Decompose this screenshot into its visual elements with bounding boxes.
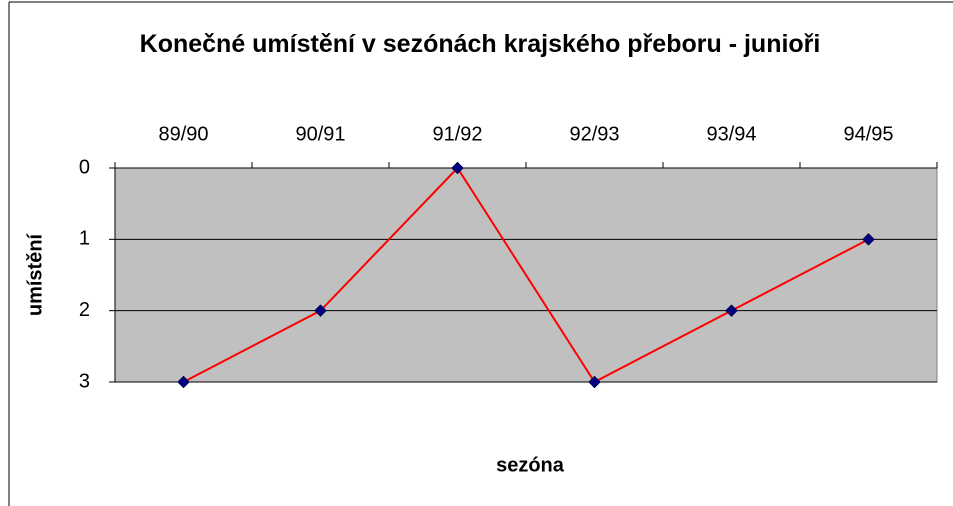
x-tick-label: 89/90 (158, 123, 208, 145)
x-axis-title: sezóna (496, 454, 565, 476)
y-tick-label: 0 (79, 156, 90, 178)
data-point (588, 375, 601, 389)
data-point (451, 161, 464, 175)
y-axis-title: umístění (24, 232, 46, 316)
x-tick-label: 94/95 (843, 123, 893, 145)
y-tick-label: 3 (79, 370, 90, 392)
chart-title: Konečné umístění v sezónách krajského př… (139, 30, 821, 58)
data-point (862, 232, 875, 246)
x-tick-label: 93/94 (706, 123, 756, 145)
data-point (177, 375, 190, 389)
x-tick-label: 92/93 (569, 123, 619, 145)
y-tick-label: 2 (79, 299, 90, 321)
x-tick-label: 90/91 (295, 123, 345, 145)
line-series (183, 166, 869, 384)
x-tick-label: 91/92 (432, 123, 482, 145)
data-point (314, 304, 327, 318)
data-point (725, 304, 738, 318)
y-tick-label: 1 (79, 228, 90, 250)
